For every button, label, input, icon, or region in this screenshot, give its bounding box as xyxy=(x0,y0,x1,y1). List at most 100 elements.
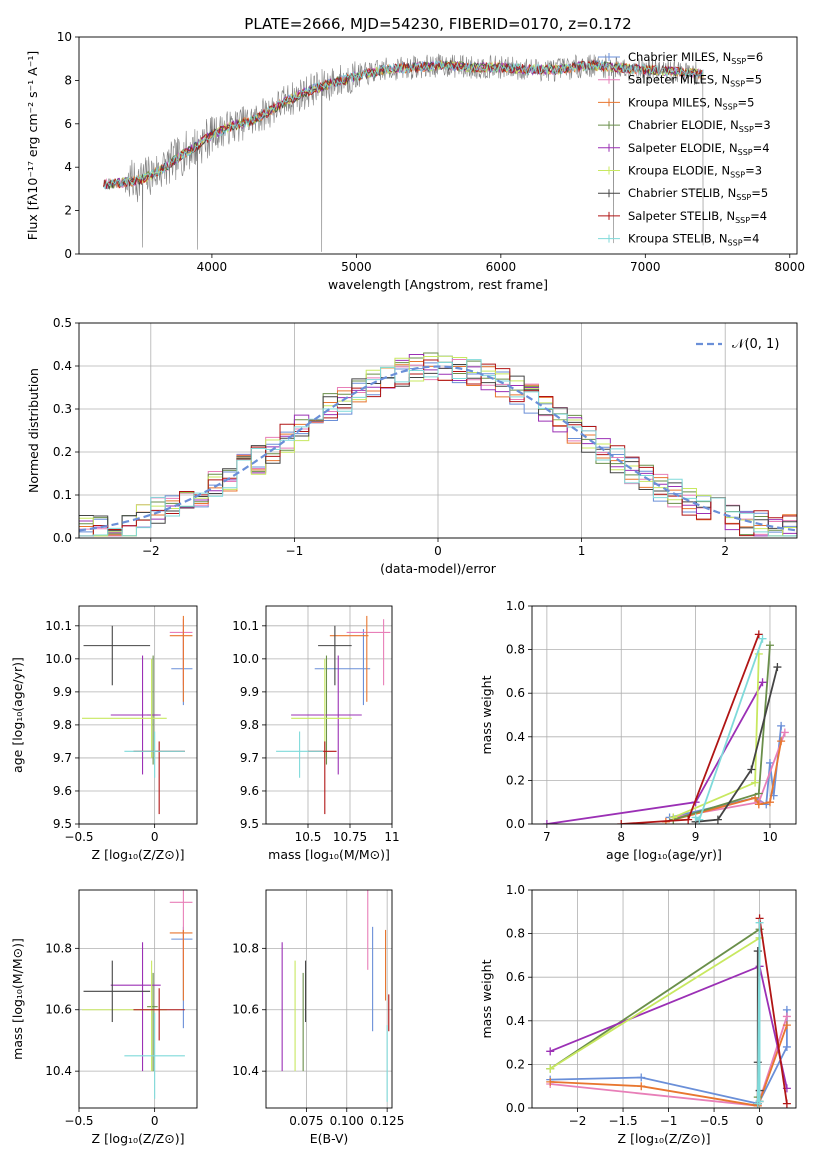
sfh-marker-7 xyxy=(754,630,763,639)
y-axis-label: mass weight xyxy=(479,959,494,1038)
y-tick-label: 9.5 xyxy=(53,817,72,831)
x-tick-label: 8000 xyxy=(775,260,806,274)
y-axis-label: age [log₁₀(age/yr)] xyxy=(10,657,25,773)
plot-area xyxy=(546,914,791,1108)
sfh-line-7 xyxy=(621,634,760,824)
y-tick-label: 10.6 xyxy=(232,1003,259,1017)
x-tick-label: 7 xyxy=(543,830,551,844)
legend-label: Chabrier MILES, NSSP=6 xyxy=(628,50,763,66)
legend-label: Kroupa ELODIE, NSSP=3 xyxy=(628,164,762,180)
x-tick-label: 1 xyxy=(578,544,586,558)
legend-label: Kroupa STELIB, NSSP=4 xyxy=(628,232,759,248)
legend-label: Salpeter MILES, NSSP=5 xyxy=(628,73,762,89)
plot-area xyxy=(82,615,193,815)
sfh-marker-0 xyxy=(777,721,786,730)
plot-area xyxy=(542,630,789,824)
x-tick-label: 2 xyxy=(721,544,729,558)
sfh-line-5 xyxy=(549,937,761,1070)
sfh-marker-7 xyxy=(617,820,626,824)
y-tick-label: 0.2 xyxy=(506,1057,525,1071)
x-tick-label: 8 xyxy=(617,830,625,844)
y-tick-label: 8 xyxy=(64,73,72,87)
y-tick-label: 0.3 xyxy=(53,402,72,416)
sfh-line-5 xyxy=(672,653,760,819)
sfh-marker-7 xyxy=(684,815,693,824)
model-spectrum-8 xyxy=(103,59,704,190)
x-axis-label: age [log₁₀(age/yr)] xyxy=(606,847,722,862)
sfh-marker-6 xyxy=(773,663,782,672)
sfh-marker-6 xyxy=(753,947,762,956)
x-tick-label: −0.5 xyxy=(699,1114,728,1128)
sfh-marker-4 xyxy=(758,678,767,687)
sfh-marker-0 xyxy=(782,1042,791,1051)
x-tick-label: 10 xyxy=(762,830,777,844)
model-spectrum-7 xyxy=(103,59,704,189)
x-axis-label: wavelength [Angstrom, rest frame] xyxy=(328,277,548,292)
y-tick-label: 9.6 xyxy=(53,784,72,798)
axes-frame xyxy=(265,889,393,1109)
sfh-marker-1 xyxy=(780,728,789,737)
y-tick-label: 0.8 xyxy=(506,927,525,941)
observed-spectrum xyxy=(103,53,704,252)
y-tick-label: 2 xyxy=(64,204,72,218)
y-tick-label: 6 xyxy=(64,117,72,131)
x-tick-label: 0 xyxy=(151,1114,159,1128)
y-tick-label: 0.0 xyxy=(506,817,525,831)
sfh-marker-8 xyxy=(695,815,704,824)
panel-mass-vs-ebv: 0.075 0.100 0.125 10.4 10.6 10.8 E(B-V) xyxy=(232,889,404,1146)
sfh-marker-4 xyxy=(542,820,551,824)
x-tick-label: 0.100 xyxy=(330,1114,364,1128)
sfh-marker-2 xyxy=(782,1021,791,1030)
sfh-marker-8 xyxy=(755,1097,764,1106)
y-tick-label: 10.1 xyxy=(45,619,72,633)
y-tick-label: 0.4 xyxy=(506,1014,525,1028)
y-axis-label: Normed distribution xyxy=(26,368,41,493)
y-tick-label: 10 xyxy=(57,30,72,44)
x-tick-label: −1.5 xyxy=(608,1114,637,1128)
y-tick-label: 1.0 xyxy=(506,883,525,897)
x-tick-label: −2 xyxy=(569,1114,587,1128)
y-tick-label: 0.4 xyxy=(53,359,72,373)
y-tick-label: 10.1 xyxy=(232,619,259,633)
sfh-line-8 xyxy=(695,638,764,821)
sfh-marker-7 xyxy=(782,1099,791,1108)
x-tick-label: 0.075 xyxy=(289,1114,323,1128)
sfh-marker-1 xyxy=(782,1012,791,1021)
legend-label: Chabrier STELIB, NSSP=5 xyxy=(628,186,768,202)
y-tick-label: 9.9 xyxy=(240,685,259,699)
sfh-marker-5 xyxy=(751,778,760,787)
plot-area xyxy=(281,890,390,1102)
x-tick-label: 9 xyxy=(692,830,700,844)
sfh-marker-6 xyxy=(713,815,722,824)
axes-frame xyxy=(265,605,393,825)
y-tick-label: 4 xyxy=(64,160,72,174)
sfh-marker-4 xyxy=(546,1047,555,1056)
y-tick-label: 0.4 xyxy=(506,730,525,744)
x-axis-label: Z [log₁₀(Z/Z⊙)] xyxy=(92,1131,185,1146)
panel-massweight-vs-Z: −2 −1.5 −1 −0.5 0 0.0 0.2 0.4 0.6 0.8 1.0 Z [log₁₀(… xyxy=(479,883,797,1146)
x-tick-label: 7000 xyxy=(630,260,661,274)
x-tick-label: 0 xyxy=(756,1114,764,1128)
legend-label: Chabrier ELODIE, NSSP=3 xyxy=(628,118,771,134)
x-axis-label: (data-model)/error xyxy=(380,561,497,576)
plot-area xyxy=(276,615,391,815)
y-tick-label: 0 xyxy=(64,247,72,261)
axes-frame xyxy=(78,889,198,1109)
x-tick-label: −0.5 xyxy=(64,830,93,844)
x-tick-label: −2 xyxy=(142,544,160,558)
x-tick-label: 11 xyxy=(384,830,399,844)
sfh-marker-6 xyxy=(747,765,756,774)
y-tick-label: 1.0 xyxy=(506,599,525,613)
y-tick-label: 0.6 xyxy=(506,970,525,984)
y-tick-label: 10.4 xyxy=(45,1064,72,1078)
legend-label: Kroupa MILES, NSSP=5 xyxy=(628,95,754,111)
axes-frame xyxy=(78,605,198,825)
y-tick-label: 9.8 xyxy=(240,718,259,732)
y-tick-label: 9.7 xyxy=(240,751,259,765)
plot-area xyxy=(82,890,193,1099)
sfh-line-6 xyxy=(695,666,779,823)
y-tick-label: 0.2 xyxy=(53,445,72,459)
y-tick-label: 0.5 xyxy=(53,316,72,330)
y-axis-label: Flux [fλ10⁻¹⁷ erg cm⁻² s⁻¹ A⁻¹] xyxy=(25,51,40,240)
panel-age-vs-mass: 10.5 10.75 11 9.5 9.6 9.7 9.8 9.9 10.0 10.1 mass [… xyxy=(232,605,400,862)
